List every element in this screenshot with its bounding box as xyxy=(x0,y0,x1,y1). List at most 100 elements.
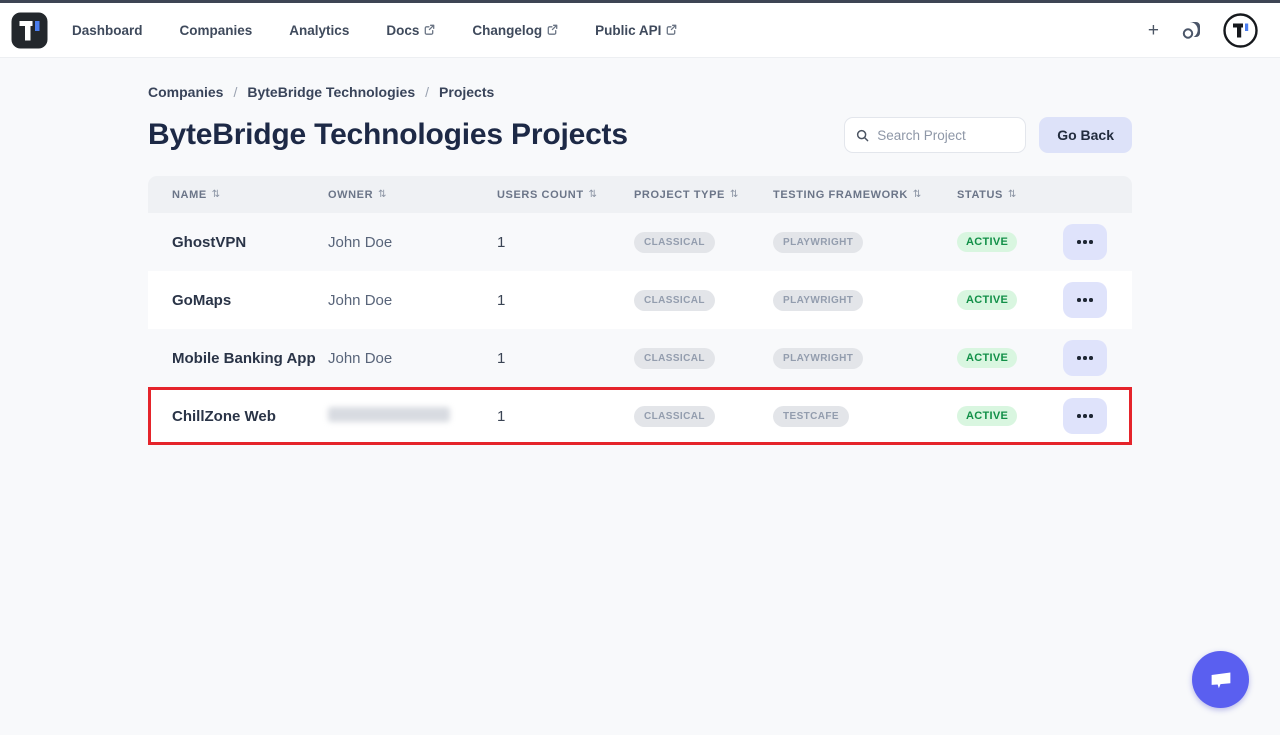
project-type-badge: CLASSICAL xyxy=(634,405,715,427)
nav-item[interactable]: Changelog xyxy=(472,23,558,38)
testing-framework-cell: PLAYWRIGHT xyxy=(749,347,933,369)
ellipsis-icon xyxy=(1077,240,1081,244)
table-header-row: NAME ⇅ OWNER ⇅ USERS COUNT ⇅ PROJECT TYP… xyxy=(148,176,1132,213)
users-count-cell: 1 xyxy=(497,407,506,425)
column-header[interactable]: NAME ⇅ xyxy=(148,189,304,201)
sort-icon: ⇅ xyxy=(211,189,221,200)
project-type-cell: CLASSICAL xyxy=(610,405,749,427)
column-header-label: TESTING FRAMEWORK xyxy=(773,188,908,201)
feedback-search-icon xyxy=(1182,21,1200,39)
row-actions-button[interactable] xyxy=(1063,282,1107,318)
column-header[interactable]: STATUS ⇅ xyxy=(933,189,1039,201)
testing-framework-badge: PLAYWRIGHT xyxy=(773,231,864,253)
actions-cell xyxy=(1039,340,1132,376)
projects-table: NAME ⇅ OWNER ⇅ USERS COUNT ⇅ PROJECT TYP… xyxy=(148,176,1132,445)
breadcrumb-separator: / xyxy=(425,84,430,100)
t-logo-icon xyxy=(11,12,48,48)
owner-cell: John Doe xyxy=(304,234,473,251)
chat-widget-button[interactable] xyxy=(1192,651,1249,708)
main-content: Companies / ByteBridge Technologies / Projec… xyxy=(0,58,1280,445)
column-header[interactable]: PROJECT TYPE ⇅ xyxy=(610,189,749,201)
column-header-label: NAME xyxy=(172,188,207,201)
table-row[interactable]: GhostVPN John Doe 1 CLASSICAL PLAYWRIGHT… xyxy=(148,213,1132,271)
status-cell: ACTIVE xyxy=(933,406,1039,426)
nav-item[interactable]: Analytics xyxy=(289,23,349,38)
project-type-cell: CLASSICAL xyxy=(610,231,749,253)
plus-icon: + xyxy=(1147,19,1159,41)
users-count-cell: 1 xyxy=(497,291,506,309)
testing-framework-badge: PLAYWRIGHT xyxy=(773,347,864,369)
status-badge: ACTIVE xyxy=(957,348,1018,368)
owner-cell xyxy=(304,406,473,426)
owner-name: John Doe xyxy=(328,291,393,309)
breadcrumb-item[interactable]: ByteBridge Technologies xyxy=(247,84,416,100)
page-title: ByteBridge Technologies Projects xyxy=(148,118,628,151)
column-header[interactable]: OWNER ⇅ xyxy=(304,189,473,201)
actions-cell xyxy=(1039,224,1132,260)
go-back-button[interactable]: Go Back xyxy=(1039,117,1132,153)
add-button[interactable]: + xyxy=(1148,21,1159,40)
testing-framework-badge: PLAYWRIGHT xyxy=(773,289,864,311)
testing-framework-cell: PLAYWRIGHT xyxy=(749,231,933,253)
project-type-badge: CLASSICAL xyxy=(634,347,715,369)
project-name-cell: Mobile Banking App xyxy=(172,349,316,367)
user-avatar[interactable] xyxy=(1223,12,1258,48)
status-cell: ACTIVE xyxy=(933,232,1039,252)
project-type-badge: CLASSICAL xyxy=(634,289,715,311)
nav-item[interactable]: Docs xyxy=(386,23,435,38)
external-link-icon xyxy=(547,24,558,35)
breadcrumb-item[interactable]: Companies xyxy=(148,84,224,100)
owner-cell: John Doe xyxy=(304,292,473,309)
row-actions-button[interactable] xyxy=(1063,224,1107,260)
column-header[interactable]: USERS COUNT ⇅ xyxy=(473,189,610,201)
row-actions-button[interactable] xyxy=(1063,398,1107,434)
nav-item-label: Analytics xyxy=(289,22,350,38)
nav-item-label: Companies xyxy=(179,22,253,38)
brand-logo[interactable] xyxy=(11,12,48,49)
status-cell: ACTIVE xyxy=(933,348,1039,368)
topbar: Dashboard Companies Analytics xyxy=(0,3,1280,58)
nav-item-label: Public API xyxy=(595,22,662,38)
avatar-t-logo-icon xyxy=(1223,12,1258,48)
actions-cell xyxy=(1039,282,1132,318)
sort-icon: ⇅ xyxy=(912,189,922,200)
top-accent-bar xyxy=(0,0,1280,3)
users-count-cell: 1 xyxy=(497,349,506,367)
table-row[interactable]: GoMaps John Doe 1 CLASSICAL PLAYWRIGHT A… xyxy=(148,271,1132,329)
testing-framework-cell: PLAYWRIGHT xyxy=(749,289,933,311)
nav-item-label: Dashboard xyxy=(72,22,143,38)
ellipsis-icon xyxy=(1077,414,1081,418)
sort-icon: ⇅ xyxy=(378,189,388,200)
breadcrumb-separator: / xyxy=(233,84,238,100)
nav-item[interactable]: Dashboard xyxy=(72,23,143,38)
nav-item-label: Docs xyxy=(386,22,420,38)
table-row[interactable]: Mobile Banking App John Doe 1 CLASSICAL … xyxy=(148,329,1132,387)
chat-bubble-icon xyxy=(1211,672,1230,688)
search-input[interactable] xyxy=(877,127,1015,143)
title-controls: Go Back xyxy=(844,117,1132,153)
users-count-cell: 1 xyxy=(497,233,506,251)
row-actions-button[interactable] xyxy=(1063,340,1107,376)
table-body: GhostVPN John Doe 1 CLASSICAL PLAYWRIGHT… xyxy=(148,213,1132,445)
sort-icon: ⇅ xyxy=(1007,189,1017,200)
actions-cell xyxy=(1039,398,1132,434)
owner-cell: John Doe xyxy=(304,350,473,367)
project-type-badge: CLASSICAL xyxy=(634,231,715,253)
ellipsis-icon xyxy=(1077,298,1081,302)
sort-icon: ⇅ xyxy=(588,189,598,200)
project-type-cell: CLASSICAL xyxy=(610,347,749,369)
status-cell: ACTIVE xyxy=(933,290,1039,310)
breadcrumb: Companies / ByteBridge Technologies / Projec… xyxy=(148,84,1132,100)
column-header-label: PROJECT TYPE xyxy=(634,188,725,201)
external-link-icon xyxy=(424,24,435,35)
nav-item[interactable]: Companies xyxy=(180,23,253,38)
nav-item[interactable]: Public API xyxy=(595,23,677,38)
column-header[interactable]: TESTING FRAMEWORK ⇅ xyxy=(749,189,933,201)
breadcrumb-item[interactable]: Projects xyxy=(439,84,495,100)
testing-framework-cell: TESTCAFE xyxy=(749,405,933,427)
status-badge: ACTIVE xyxy=(957,406,1018,426)
column-header-label: STATUS xyxy=(957,188,1003,201)
title-row: ByteBridge Technologies Projects Go Back xyxy=(148,117,1132,153)
table-row[interactable]: ChillZone Web 1 CLASSICAL TESTCAFE ACTIV… xyxy=(148,387,1132,445)
feedback-widget-button[interactable] xyxy=(1180,19,1202,41)
